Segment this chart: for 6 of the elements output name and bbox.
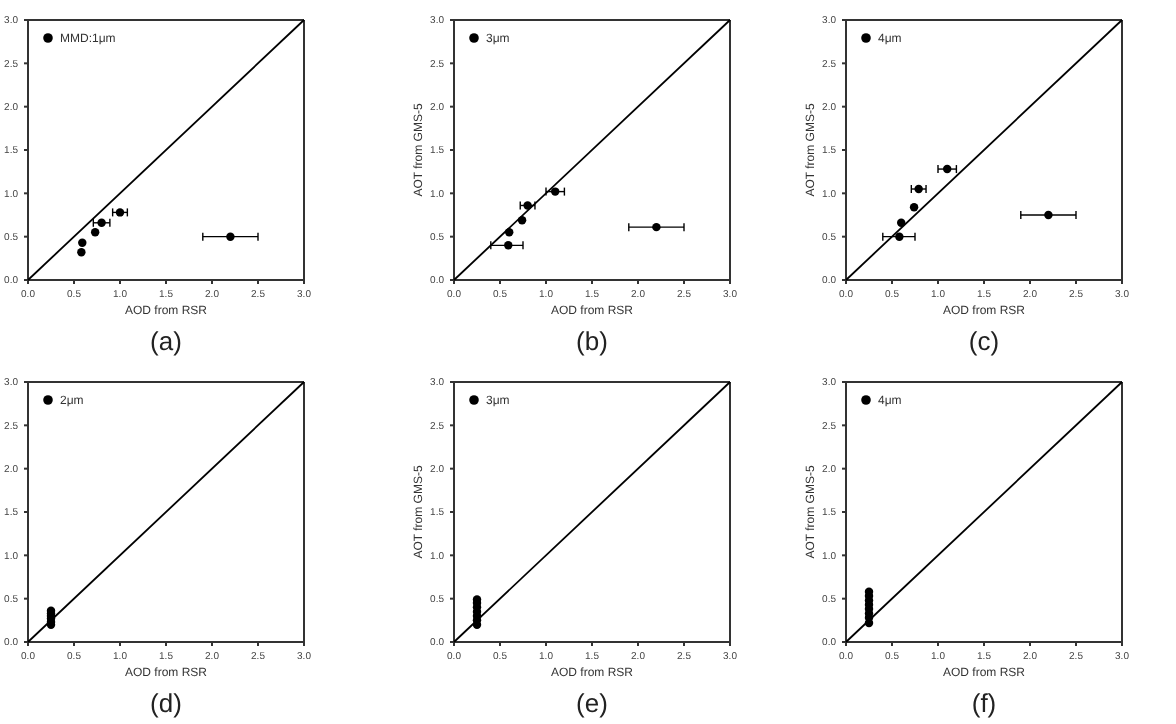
text: (c) [968,326,1000,356]
text: (f) [971,688,997,718]
text: (d) [150,688,182,718]
text: (a) [150,326,182,356]
text: (b) [576,326,608,356]
text: (e) [576,688,608,718]
